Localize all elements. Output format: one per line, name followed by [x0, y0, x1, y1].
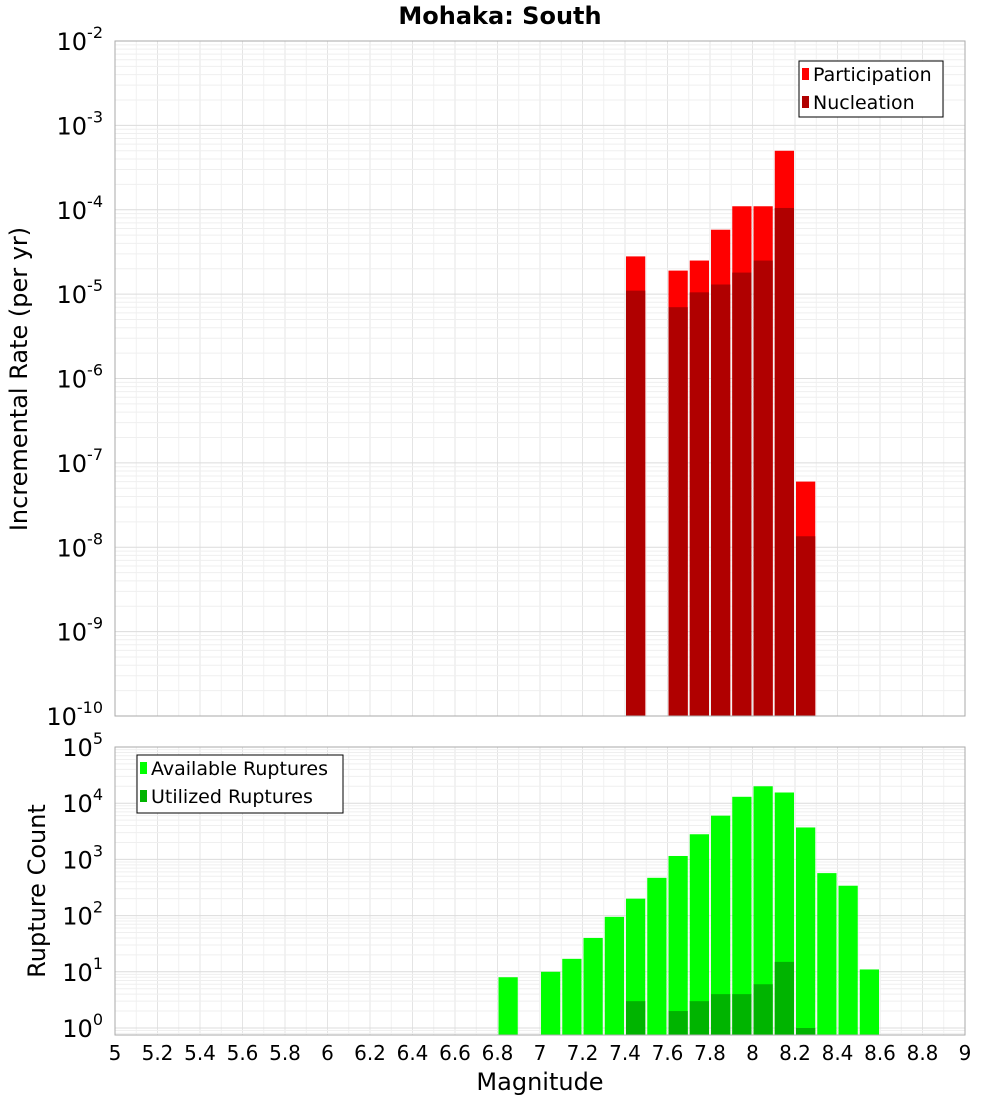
bar	[732, 272, 752, 716]
top-y-tick-labels: 10-10 10-9 10-8 10-7 10-6 10-5 10-4 10-3 10-2	[46, 23, 103, 731]
bottom-plot-border	[114, 746, 966, 1036]
x-tick-label: 8.4	[822, 1041, 854, 1065]
bar	[668, 1011, 688, 1035]
bar	[732, 796, 752, 1035]
top-legend: Participation Nucleation	[798, 60, 944, 118]
y-tick-label: 10-4	[57, 192, 104, 225]
top-plot-border	[114, 40, 966, 717]
legend-box	[798, 60, 944, 118]
bar	[541, 971, 561, 1035]
x-tick-label: 6.6	[439, 1041, 471, 1065]
x-tick-label: 5.2	[142, 1041, 174, 1065]
x-tick-label: 8.8	[907, 1041, 939, 1065]
bar	[796, 1027, 816, 1035]
bar	[774, 207, 794, 716]
bar	[711, 994, 731, 1035]
bar	[732, 994, 752, 1035]
y-tick-label: 10-5	[57, 276, 104, 309]
top-plot-area	[114, 40, 966, 717]
x-tick-label: 8	[746, 1041, 759, 1065]
bottom-y-tick-labels: 100 101 102 103 104 105	[62, 729, 103, 1043]
top-gridlines	[114, 40, 966, 717]
bar	[626, 898, 646, 1035]
bar	[626, 1001, 646, 1035]
top-series-nucleation	[626, 207, 816, 716]
bar	[774, 961, 794, 1035]
y-tick-label: 10-10	[46, 698, 103, 731]
bar	[711, 815, 731, 1035]
x-tick-label: 9	[959, 1041, 972, 1065]
y-tick-label: 103	[62, 841, 103, 874]
bar	[753, 786, 773, 1035]
bar	[498, 977, 518, 1035]
y-tick-label: 10-8	[57, 529, 104, 562]
bar	[583, 937, 603, 1035]
chart-title: Mohaka: South	[398, 2, 601, 30]
x-tick-label: 8.6	[864, 1041, 896, 1065]
legend-swatch	[140, 790, 147, 802]
bottom-y-axis-label: Rupture Count	[23, 804, 51, 978]
x-tick-label: 7	[534, 1041, 547, 1065]
x-tick-label: 5	[109, 1041, 122, 1065]
x-tick-label: 6.8	[482, 1041, 514, 1065]
bottom-series-available-ruptures	[498, 786, 879, 1035]
bar	[796, 536, 816, 716]
y-tick-label: 102	[62, 898, 103, 931]
bottom-series-utilized-ruptures	[626, 961, 816, 1035]
y-tick-label: 10-7	[57, 445, 104, 478]
legend-box	[136, 754, 344, 814]
bar	[689, 1001, 709, 1035]
legend-label: Available Ruptures	[151, 758, 328, 780]
top-y-axis-label: Incremental Rate (per yr)	[5, 227, 33, 531]
bar	[689, 292, 709, 716]
bar	[604, 916, 624, 1035]
y-tick-label: 105	[62, 729, 103, 762]
y-tick-label: 10-3	[57, 107, 104, 140]
x-tick-label: 5.6	[227, 1041, 259, 1065]
x-tick-label: 7.8	[694, 1041, 726, 1065]
bar	[859, 969, 879, 1035]
y-tick-label: 104	[62, 785, 103, 818]
legend-swatch	[140, 762, 147, 774]
bar	[753, 260, 773, 716]
x-tick-label: 7.4	[609, 1041, 641, 1065]
bar	[753, 984, 773, 1035]
bar	[796, 827, 816, 1035]
x-tick-label: 6.4	[397, 1041, 429, 1065]
bar	[626, 290, 646, 716]
bar	[668, 307, 688, 716]
bar	[711, 284, 731, 716]
x-tick-label: 5.8	[269, 1041, 301, 1065]
bottom-legend: Available Ruptures Utilized Ruptures	[136, 754, 344, 814]
x-axis-label: Magnitude	[476, 1068, 603, 1096]
legend-label: Participation	[813, 64, 932, 86]
y-tick-label: 101	[62, 954, 103, 987]
bar	[838, 885, 858, 1035]
bar	[817, 873, 837, 1035]
y-tick-label: 10-6	[57, 361, 104, 394]
x-tick-label: 8.2	[779, 1041, 811, 1065]
legend-label: Utilized Ruptures	[151, 786, 313, 808]
x-tick-label: 5.4	[184, 1041, 216, 1065]
y-tick-label: 10-2	[57, 23, 104, 56]
x-tick-label: 6	[321, 1041, 334, 1065]
x-tick-label: 7.6	[652, 1041, 684, 1065]
bar	[647, 877, 667, 1035]
bar	[689, 834, 709, 1035]
x-tick-label: 6.2	[354, 1041, 386, 1065]
x-tick-labels: 5 5.2 5.4 5.6 5.8 6 6.2 6.4 6.6 6.8 7 7.2 7.4 7.6 7.8 8…	[109, 1041, 972, 1065]
legend-label: Nucleation	[813, 92, 915, 114]
legend-swatch	[802, 96, 809, 108]
bar	[562, 958, 582, 1035]
legend-swatch	[802, 68, 809, 80]
y-tick-label: 100	[62, 1010, 103, 1043]
bar	[668, 855, 688, 1035]
x-tick-label: 7.2	[567, 1041, 599, 1065]
y-tick-label: 10-9	[57, 614, 104, 647]
